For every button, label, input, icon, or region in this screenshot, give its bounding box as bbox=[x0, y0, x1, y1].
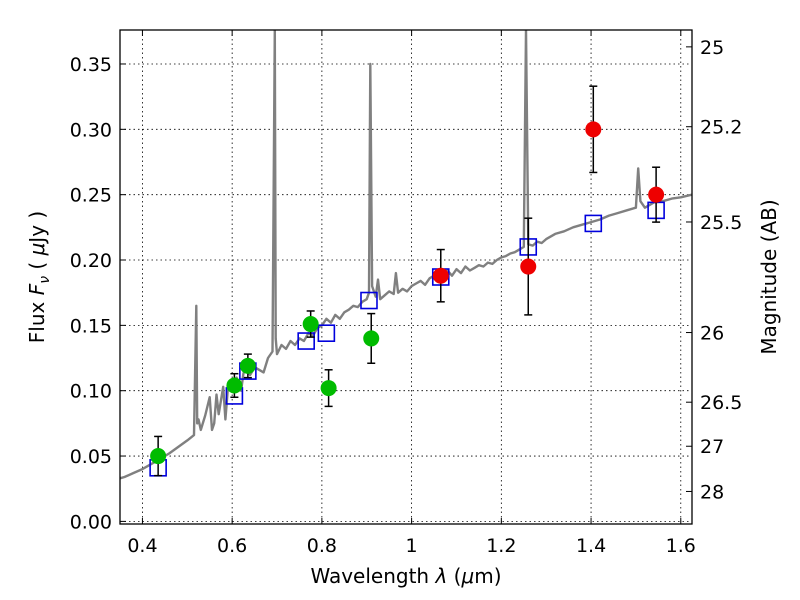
model-photometry-square bbox=[360, 291, 378, 310]
observed-nir-point bbox=[432, 267, 449, 284]
model-spectrum-line bbox=[120, 30, 692, 480]
axis-ticks: 0.4 0.6 0.8 1 1.2 1.4 1.6 0.00 0.05 0.10 0.15 0.20 0… bbox=[70, 30, 742, 557]
y2-axis-label: Magnitude (AB) bbox=[757, 199, 781, 354]
y-tick-label: 0.25 bbox=[70, 185, 112, 207]
y-tick-label: 0.30 bbox=[70, 119, 112, 141]
observed-optical-point bbox=[226, 377, 243, 394]
y2-tick-label: 27 bbox=[700, 436, 724, 458]
x-tick-label: 1 bbox=[406, 535, 418, 557]
y-tick-label: 0.20 bbox=[70, 250, 112, 272]
observed-nir-point bbox=[585, 121, 602, 138]
plot-frame bbox=[119, 29, 693, 525]
x-axis-label: Wavelength λ (μm) bbox=[310, 564, 501, 588]
x-tick-label: 0.4 bbox=[127, 535, 157, 557]
model-photometry-square bbox=[317, 324, 336, 342]
x-tick-label: 0.8 bbox=[307, 535, 337, 557]
model-photometry-square bbox=[297, 332, 315, 350]
x-tick-label: 1.6 bbox=[666, 535, 696, 557]
y2-tick-label: 25.2 bbox=[700, 117, 742, 139]
y2-tick-label: 25.5 bbox=[700, 212, 742, 234]
y2-tick-label: 25 bbox=[700, 37, 724, 59]
observed-nir-point bbox=[520, 258, 537, 275]
observed-photometry-points bbox=[150, 85, 665, 477]
observed-optical-point bbox=[320, 380, 337, 397]
y-tick-label: 0.05 bbox=[70, 446, 112, 468]
model-spectrum bbox=[120, 30, 692, 480]
y-tick-label: 0.15 bbox=[70, 315, 112, 337]
model-photometry-points bbox=[149, 201, 665, 477]
y-tick-label: 0.10 bbox=[70, 381, 112, 403]
y-tick-label: 0.00 bbox=[70, 511, 112, 533]
x-tick-label: 0.6 bbox=[217, 535, 247, 557]
observed-nir-point bbox=[648, 186, 665, 203]
grid bbox=[120, 30, 692, 524]
x-tick-label: 1.4 bbox=[576, 535, 606, 557]
observed-optical-point bbox=[363, 330, 380, 347]
y-tick-label: 0.35 bbox=[70, 54, 112, 76]
x-tick-label: 1.2 bbox=[486, 535, 516, 557]
y2-tick-label: 26 bbox=[700, 323, 724, 345]
observed-optical-point bbox=[302, 316, 319, 333]
observed-optical-point bbox=[239, 357, 256, 374]
model-photometry-square bbox=[584, 214, 603, 233]
y-axis-label: Flux Fν ( μJy ) bbox=[25, 211, 53, 343]
observed-optical-point bbox=[150, 448, 167, 465]
y2-tick-label: 28 bbox=[700, 481, 724, 503]
y2-tick-label: 26.5 bbox=[700, 392, 742, 414]
